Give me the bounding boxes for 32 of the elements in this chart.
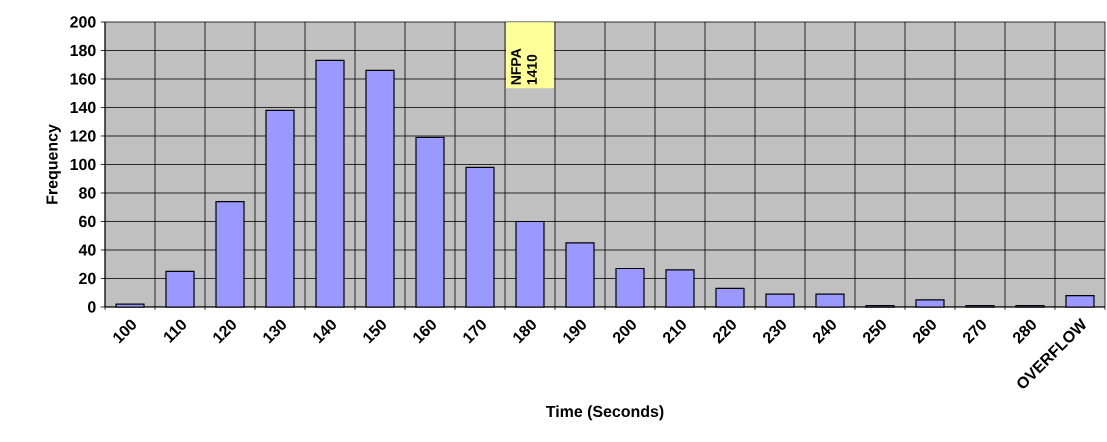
x-tick-label: 240 <box>813 319 836 344</box>
x-tick-label: 120 <box>213 319 236 344</box>
x-tick-label: 100 <box>113 319 136 344</box>
y-tick-label: 120 <box>70 130 96 142</box>
y-tick-label: 160 <box>70 73 96 85</box>
x-tick-label: 180 <box>513 319 536 344</box>
x-axis-title: Time (Seconds) <box>545 405 664 421</box>
x-tick-label: 230 <box>763 319 786 344</box>
x-tick-label: 130 <box>263 319 286 344</box>
y-tick-label: 0 <box>88 301 96 313</box>
x-tick-label: 260 <box>913 319 936 344</box>
annotation: NFPA 1410 <box>511 48 537 85</box>
y-tick-label: 180 <box>70 44 96 57</box>
x-tick-label: 210 <box>663 319 686 344</box>
y-tick-label: 80 <box>79 187 96 199</box>
x-tick-label: 270 <box>963 319 986 344</box>
x-tick-label: 170 <box>463 319 486 344</box>
x-tick-label: 110 <box>163 319 186 343</box>
y-tick-label: 40 <box>78 244 96 256</box>
y-tick-label: 200 <box>70 16 96 28</box>
x-tick-label: 160 <box>413 319 436 344</box>
y-axis-title: Frequency <box>46 124 61 204</box>
y-tick-label: 20 <box>79 272 96 285</box>
x-tick-label: 250 <box>863 319 886 344</box>
x-tick-label: 140 <box>313 319 336 344</box>
y-tick-label: 140 <box>70 101 96 114</box>
x-tick-label: 220 <box>713 319 736 344</box>
x-tick-label: 150 <box>363 319 386 344</box>
x-tick-label: 200 <box>613 319 636 344</box>
y-tick-label: 60 <box>79 215 96 228</box>
y-tick-label: 100 <box>70 158 96 171</box>
x-tick-label: 190 <box>563 319 586 344</box>
